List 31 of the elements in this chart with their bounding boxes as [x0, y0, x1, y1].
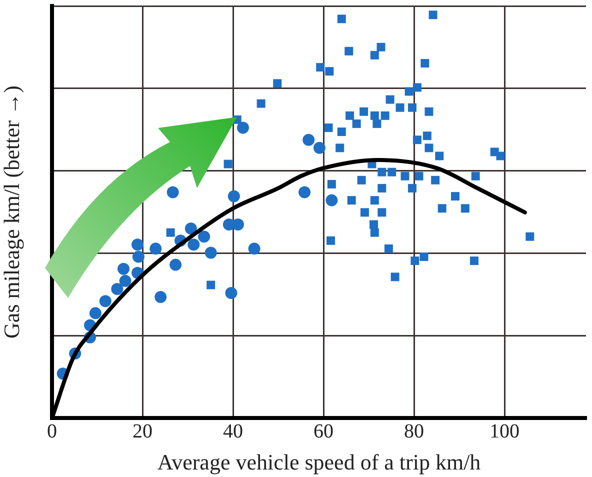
x-tick-label: 60 [314, 420, 334, 442]
point [298, 186, 311, 198]
point [154, 291, 167, 304]
point [184, 222, 197, 235]
point [111, 283, 124, 295]
point [118, 262, 130, 275]
point [225, 287, 238, 300]
point [89, 307, 102, 320]
point [228, 190, 240, 202]
point [313, 142, 326, 154]
point [302, 134, 315, 146]
point [188, 238, 200, 251]
x-tick-label: 20 [132, 420, 153, 442]
point [204, 246, 217, 259]
x-tick-label: 80 [404, 420, 424, 442]
point [326, 194, 338, 206]
point [132, 250, 144, 263]
point [99, 295, 112, 308]
point [150, 242, 162, 255]
x-tick-label: 40 [223, 420, 244, 442]
x-tick-label: 0 [47, 420, 57, 442]
point [132, 238, 144, 251]
y-axis-title: Gas mileage km/l (better →) [0, 86, 24, 338]
point [236, 122, 249, 134]
point [198, 230, 210, 243]
point [170, 258, 182, 271]
point [166, 186, 179, 198]
x-axis-title: Average vehicle speed of a trip km/h [157, 450, 481, 475]
point [248, 242, 260, 255]
x-tick-label: 100 [490, 420, 520, 442]
point [119, 274, 132, 287]
